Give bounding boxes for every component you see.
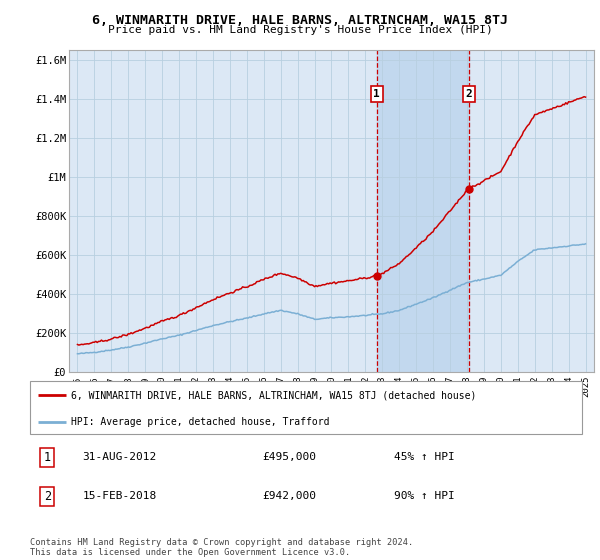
Text: 6, WINMARITH DRIVE, HALE BARNS, ALTRINCHAM, WA15 8TJ: 6, WINMARITH DRIVE, HALE BARNS, ALTRINCH… <box>92 14 508 27</box>
Text: 1: 1 <box>373 89 380 99</box>
Text: £942,000: £942,000 <box>262 492 316 501</box>
Text: Price paid vs. HM Land Registry's House Price Index (HPI): Price paid vs. HM Land Registry's House … <box>107 25 493 35</box>
Text: Contains HM Land Registry data © Crown copyright and database right 2024.
This d: Contains HM Land Registry data © Crown c… <box>30 538 413 557</box>
FancyBboxPatch shape <box>30 381 582 434</box>
Text: 1: 1 <box>44 451 51 464</box>
Text: 31-AUG-2012: 31-AUG-2012 <box>82 452 157 463</box>
Text: 90% ↑ HPI: 90% ↑ HPI <box>394 492 455 501</box>
Text: 15-FEB-2018: 15-FEB-2018 <box>82 492 157 501</box>
Bar <box>377 50 469 372</box>
Text: 2: 2 <box>44 490 51 503</box>
Text: £495,000: £495,000 <box>262 452 316 463</box>
Text: 2: 2 <box>466 89 472 99</box>
Text: HPI: Average price, detached house, Trafford: HPI: Average price, detached house, Traf… <box>71 417 330 427</box>
Text: 6, WINMARITH DRIVE, HALE BARNS, ALTRINCHAM, WA15 8TJ (detached house): 6, WINMARITH DRIVE, HALE BARNS, ALTRINCH… <box>71 391 477 401</box>
Text: 45% ↑ HPI: 45% ↑ HPI <box>394 452 455 463</box>
